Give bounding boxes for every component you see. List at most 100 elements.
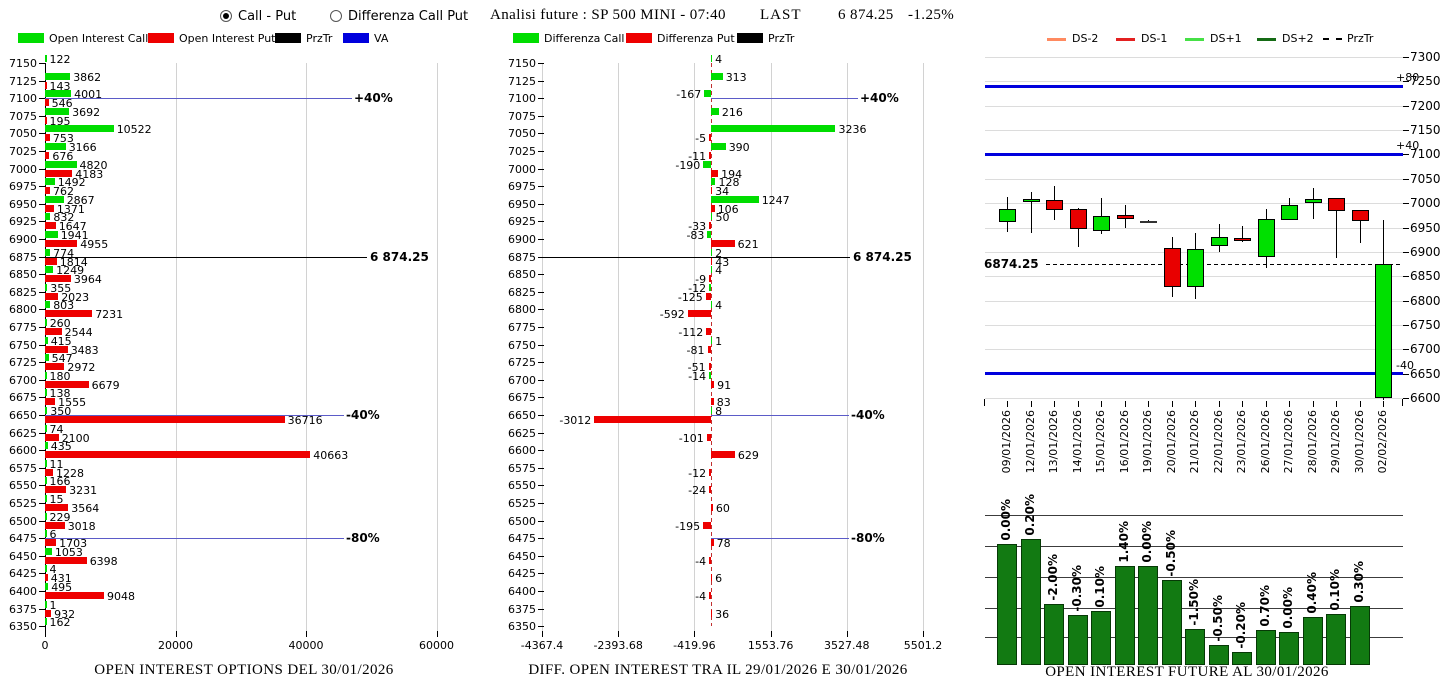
candle-wick xyxy=(1359,210,1361,244)
call-bar xyxy=(710,125,836,133)
price-tick-label: 6900 xyxy=(1410,244,1441,259)
put-bar-value: 753 xyxy=(52,132,74,146)
oi-future-bar xyxy=(1349,606,1370,665)
strike-tick xyxy=(39,485,45,487)
call-bar xyxy=(45,583,49,590)
put-bar-value: 36716 xyxy=(287,414,323,427)
call-bar xyxy=(707,231,711,238)
strike-tick xyxy=(538,203,544,205)
put-bar-value: 3483 xyxy=(70,343,99,357)
price-tick-label: 6650 xyxy=(1410,366,1441,381)
put-bar-value: 194 xyxy=(721,167,743,181)
call-bar xyxy=(45,231,58,238)
radio-call-put-icon[interactable] xyxy=(220,10,232,22)
radio-differenza-icon[interactable] xyxy=(330,10,342,22)
call-bar-value: 390 xyxy=(728,141,750,154)
call-bar-value: 350 xyxy=(50,405,72,418)
oi-future-bar-label: -0.50% xyxy=(1210,595,1225,642)
date-tick xyxy=(1312,401,1314,407)
call-bar xyxy=(45,178,55,186)
strike-label: 6700 xyxy=(508,373,536,387)
put-bar-value: 932 xyxy=(54,607,76,621)
put-bar xyxy=(45,539,57,547)
overlay-label: 6 874.25 xyxy=(370,250,429,265)
call-bar-value: -83 xyxy=(686,229,705,242)
call-bar xyxy=(45,195,64,203)
call-bar-value: 1 xyxy=(715,334,723,348)
middle-chart-title: DIFF. OPEN INTEREST TRA IL 29/01/2026 E … xyxy=(528,662,908,678)
price-tick-label: 7100 xyxy=(1410,147,1441,162)
put-bar-value: -51 xyxy=(687,361,706,375)
put-bar xyxy=(710,169,719,177)
date-tick xyxy=(1054,401,1055,407)
strike-tick xyxy=(538,450,544,452)
oi-gridline xyxy=(985,546,1403,547)
call-bar-value: 15 xyxy=(49,493,64,506)
call-bar xyxy=(45,319,47,326)
strike-label: 6650 xyxy=(9,409,37,422)
strike-label: 6600 xyxy=(9,444,37,458)
x-gridline xyxy=(770,63,772,631)
strike-tick xyxy=(39,274,45,276)
price-tick xyxy=(1403,203,1409,205)
put-bar xyxy=(709,556,711,564)
call-bar xyxy=(710,336,713,344)
call-bar-value: 495 xyxy=(51,581,73,594)
date-tick xyxy=(1336,401,1337,407)
future-header-title: Analisi future : SP 500 MINI - 07:40 xyxy=(490,7,726,23)
call-bar xyxy=(710,178,716,186)
candle-body xyxy=(1328,197,1345,211)
radio-option-differenza-call-put[interactable]: Differenza Call Put xyxy=(330,7,468,27)
legend-line-ds-plus2 xyxy=(1257,38,1276,41)
overlay-line xyxy=(45,257,367,259)
put-bar-value: -592 xyxy=(659,308,685,322)
call-bar xyxy=(45,371,47,379)
legend-label-ds-plus2: DS+2 xyxy=(1282,32,1314,45)
strike-label: 6850 xyxy=(508,268,536,282)
call-bar-value: 260 xyxy=(49,317,71,330)
put-bar-value: 106 xyxy=(717,202,739,216)
x-axis-tick xyxy=(306,631,307,637)
put-bar-value: 4955 xyxy=(80,238,109,251)
oi-future-bar xyxy=(1302,617,1323,665)
legend-label-przt: PrzTr xyxy=(306,32,333,45)
strike-tick xyxy=(538,291,544,293)
put-bar-value: -101 xyxy=(678,431,704,445)
put-bar xyxy=(709,592,711,599)
date-tick xyxy=(1289,401,1290,407)
legend-swatch-diff-put xyxy=(626,33,652,43)
put-bar xyxy=(709,468,711,476)
put-bar xyxy=(45,380,89,388)
oi-future-bar-label: 0.30% xyxy=(1351,561,1366,603)
put-bar-value: -3012 xyxy=(559,414,592,427)
oi-future-bar xyxy=(1114,566,1135,665)
call-bar-value: 832 xyxy=(53,211,75,225)
put-bar-value: 1371 xyxy=(56,202,85,216)
x-axis-tick xyxy=(542,631,543,637)
radio-option-call-put[interactable]: Call - Put xyxy=(220,7,324,27)
call-bar-value: 547 xyxy=(51,352,73,366)
oi-future-bar xyxy=(1020,539,1041,665)
legend-swatch-przt-mid xyxy=(737,33,763,43)
call-bar xyxy=(710,143,726,150)
va-level-line xyxy=(985,84,1403,88)
call-bar-value: 138 xyxy=(49,387,71,401)
price-tick xyxy=(1403,324,1409,326)
put-bar xyxy=(709,275,711,283)
call-bar-value: -14 xyxy=(688,369,707,383)
call-bar xyxy=(704,90,711,98)
candle-body xyxy=(1351,210,1369,221)
legend-label-diff-put: Differenza Put xyxy=(657,32,735,45)
strike-tick xyxy=(39,239,45,240)
put-bar xyxy=(45,398,56,406)
x-axis-tick xyxy=(436,631,438,637)
overlay-line xyxy=(45,415,344,416)
oi-future-bar-label: 0.10% xyxy=(1093,566,1107,608)
put-bar xyxy=(45,556,87,564)
strike-tick xyxy=(538,186,544,188)
price-tick xyxy=(1403,227,1409,229)
x-axis-tick xyxy=(923,631,924,637)
put-bar xyxy=(710,609,713,617)
strike-label: 6575 xyxy=(508,461,536,475)
